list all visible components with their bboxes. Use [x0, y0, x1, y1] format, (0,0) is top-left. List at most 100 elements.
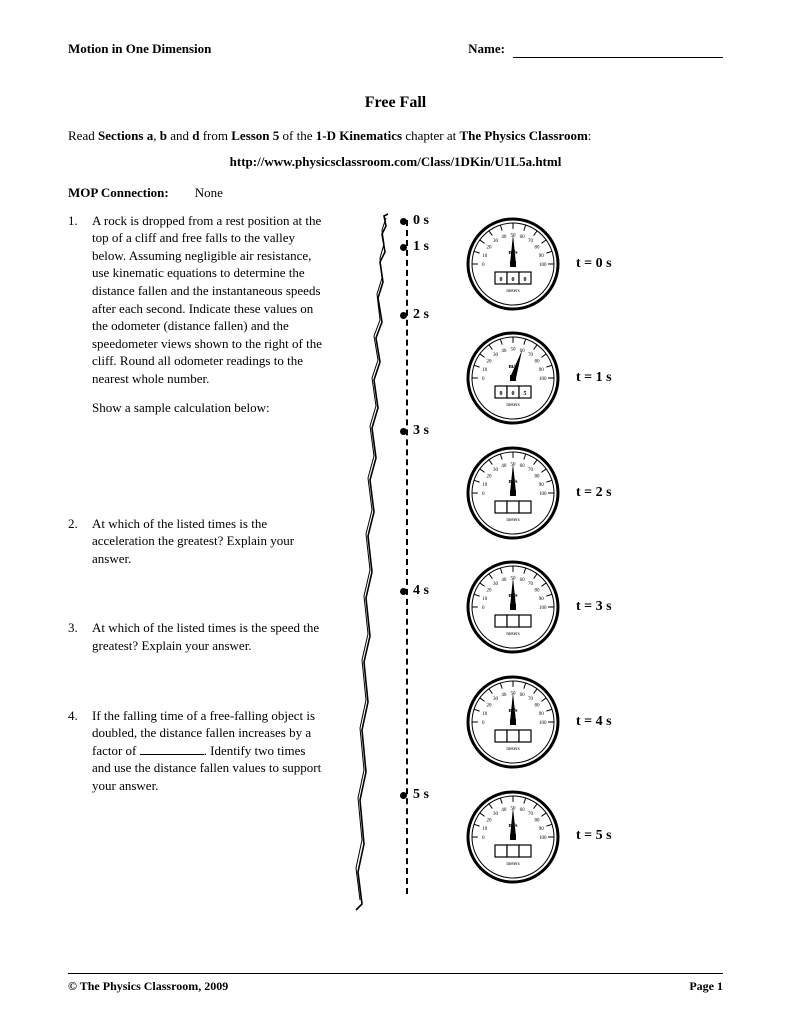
question-text: Show a sample calculation below: — [92, 399, 324, 417]
name-field: Name: — [468, 40, 723, 58]
svg-text:40: 40 — [501, 578, 507, 583]
svg-text:90: 90 — [539, 254, 545, 259]
question-text: At which of the listed times is the spee… — [92, 619, 324, 654]
question: 1.A rock is dropped from a rest position… — [68, 212, 324, 429]
question-number: 1. — [68, 212, 92, 429]
gauge-row: 0102030405060708090100 m/s meters t = 4 … — [460, 670, 723, 775]
speedometer-icon: 0102030405060708090100 m/s 000 meters — [460, 212, 566, 317]
svg-text:10: 10 — [482, 597, 488, 602]
svg-text:80: 80 — [535, 704, 541, 709]
svg-text:100: 100 — [539, 721, 547, 726]
svg-text:20: 20 — [486, 245, 492, 250]
questions-column: 1.A rock is dropped from a rest position… — [68, 212, 324, 932]
worksheet-title: Free Fall — [68, 92, 723, 114]
cliff-illustration — [340, 212, 392, 912]
question-text: If the falling time of a free-falling ob… — [92, 707, 324, 795]
question-number: 2. — [68, 515, 92, 580]
svg-text:70: 70 — [528, 239, 534, 244]
svg-text:90: 90 — [539, 483, 545, 488]
svg-text:60: 60 — [520, 578, 526, 583]
gauge-row: 0102030405060708090100 m/s meters t = 5 … — [460, 785, 723, 890]
svg-text:40: 40 — [501, 693, 507, 698]
svg-text:40: 40 — [501, 464, 507, 469]
svg-text:60: 60 — [520, 464, 526, 469]
mop-label: MOP Connection: — [68, 185, 169, 200]
tick-dot-icon — [400, 792, 407, 799]
tick-label: 4 s — [413, 582, 429, 601]
svg-text:40: 40 — [501, 807, 507, 812]
tick-dot-icon — [400, 312, 407, 319]
svg-text:meters: meters — [506, 747, 519, 752]
tick-label: 0 s — [413, 212, 429, 231]
question-text: A rock is dropped from a rest position a… — [92, 212, 324, 387]
speedometer-icon: 0102030405060708090100 m/s meters — [460, 555, 566, 660]
svg-text:70: 70 — [528, 353, 534, 358]
svg-text:100: 100 — [539, 263, 547, 268]
svg-text:100: 100 — [539, 377, 547, 382]
content-row: 1.A rock is dropped from a rest position… — [68, 212, 723, 932]
svg-text:60: 60 — [520, 807, 526, 812]
page-footer: © The Physics Classroom, 2009 Page 1 — [68, 973, 723, 994]
svg-text:80: 80 — [535, 818, 541, 823]
timeline-tick: 0 s — [400, 212, 429, 231]
gauge-row: 0102030405060708090100 m/s meters t = 3 … — [460, 555, 723, 660]
diagram-column: 0 s1 s2 s3 s4 s5 s 010203040506070809010… — [340, 212, 723, 932]
svg-text:100: 100 — [539, 836, 547, 841]
page-number: Page 1 — [689, 978, 723, 994]
svg-text:70: 70 — [528, 468, 534, 473]
gauge-row: 0102030405060708090100 m/s meters t = 2 … — [460, 441, 723, 546]
gauge-time-label: t = 1 s — [576, 369, 612, 388]
gauges-column: 0102030405060708090100 m/s 000 meters t … — [460, 212, 723, 889]
fill-blank[interactable] — [140, 754, 204, 755]
tick-label: 3 s — [413, 422, 429, 441]
svg-text:10: 10 — [482, 368, 488, 373]
svg-text:60: 60 — [520, 693, 526, 698]
svg-text:30: 30 — [493, 697, 499, 702]
svg-text:90: 90 — [539, 826, 545, 831]
svg-text:70: 70 — [528, 582, 534, 587]
timeline-tick: 3 s — [400, 422, 429, 441]
name-blank-line[interactable] — [513, 57, 723, 58]
svg-text:90: 90 — [539, 712, 545, 717]
svg-text:0: 0 — [500, 391, 503, 397]
svg-text:30: 30 — [493, 811, 499, 816]
speedometer-icon: 0102030405060708090100 m/s meters — [460, 785, 566, 890]
speedometer-icon: 0102030405060708090100 m/s meters — [460, 670, 566, 775]
speedometer-icon: 0102030405060708090100 m/s meters — [460, 441, 566, 546]
question: 2.At which of the listed times is the ac… — [68, 515, 324, 580]
svg-text:20: 20 — [486, 474, 492, 479]
mop-connection: MOP Connection: None — [68, 184, 723, 202]
copyright-text: © The Physics Classroom, 2009 — [68, 978, 228, 994]
svg-text:20: 20 — [486, 818, 492, 823]
svg-text:0: 0 — [512, 277, 515, 283]
svg-text:80: 80 — [535, 589, 541, 594]
mop-value: None — [195, 185, 223, 200]
svg-text:80: 80 — [535, 245, 541, 250]
svg-text:50: 50 — [511, 348, 517, 353]
question: 4.If the falling time of a free-falling … — [68, 707, 324, 807]
question-body: If the falling time of a free-falling ob… — [92, 707, 324, 807]
svg-text:meters: meters — [506, 518, 519, 523]
svg-text:10: 10 — [482, 826, 488, 831]
speedometer-icon: 0102030405060708090100 m/s 005 meters — [460, 326, 566, 431]
timeline-tick: 2 s — [400, 306, 429, 325]
svg-text:60: 60 — [520, 349, 526, 354]
svg-text:90: 90 — [539, 597, 545, 602]
tick-label: 1 s — [413, 238, 429, 257]
svg-text:5: 5 — [524, 391, 527, 397]
name-label: Name: — [468, 40, 505, 58]
timeline-tick: 5 s — [400, 786, 429, 805]
question-text: At which of the listed times is the acce… — [92, 515, 324, 568]
svg-text:30: 30 — [493, 239, 499, 244]
tick-dot-icon — [400, 244, 407, 251]
chapter-label: Motion in One Dimension — [68, 40, 211, 58]
svg-text:20: 20 — [486, 704, 492, 709]
reference-url: http://www.physicsclassroom.com/Class/1D… — [68, 153, 723, 171]
page-header: Motion in One Dimension Name: — [68, 40, 723, 58]
svg-text:10: 10 — [482, 483, 488, 488]
svg-text:meters: meters — [506, 289, 519, 294]
svg-text:100: 100 — [539, 606, 547, 611]
question-number: 3. — [68, 619, 92, 666]
timeline-tick: 4 s — [400, 582, 429, 601]
timeline-tick: 1 s — [400, 238, 429, 257]
